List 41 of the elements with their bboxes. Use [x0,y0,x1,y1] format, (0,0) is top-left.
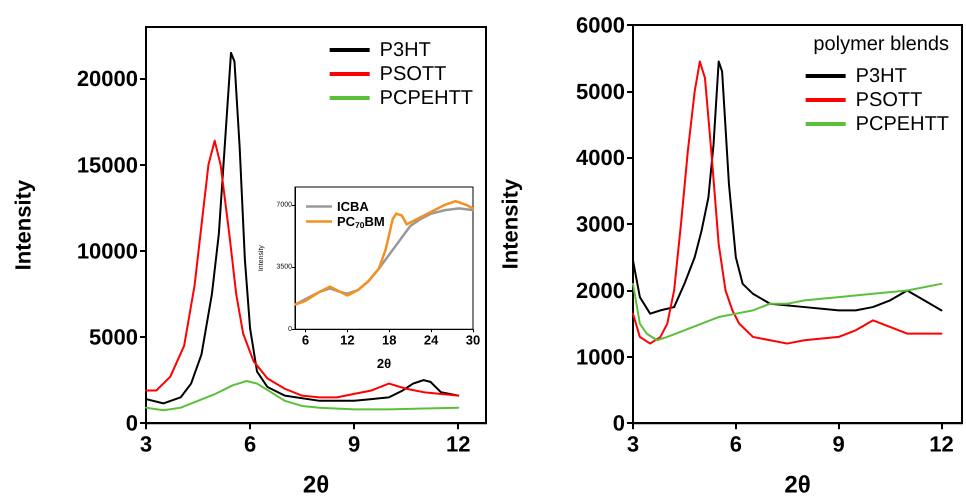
x-tick-label: 30 [466,332,480,348]
x-tick-label: 3 [626,432,640,457]
y-tick-label: 6000 [576,12,625,38]
x-axis-title: 2θ [784,472,811,498]
legend-label: P3HT [856,65,907,87]
y-tick-label: 15000 [76,152,138,178]
x-tick-label: 12 [340,332,355,348]
x-axis-title: 2θ [376,356,392,371]
y-tick-label: 5000 [89,324,138,350]
legend-label: ICBA [337,199,370,214]
legend-label: PSOTT [380,63,446,85]
x-tick-label: 12 [446,432,470,457]
legend-title: polymer blends [813,33,949,55]
x-tick-label: 6 [730,432,742,457]
x-tick-label: 6 [244,432,256,457]
y-tick-label: 5000 [576,78,625,104]
x-tick-label: 18 [382,332,396,348]
x-tick-label: 6 [302,332,310,348]
x-tick-label: 12 [929,432,954,457]
x-tick-label: 24 [424,332,440,348]
y-tick-label: 2000 [576,278,625,303]
y-axis-title: Intensity [498,178,522,270]
x-tick-label: 9 [348,432,360,457]
y-tick-label: 10000 [76,238,138,264]
line-series [145,140,460,398]
legend-label: PSOTT [856,89,922,111]
legend-label: PCPEHTT [380,87,474,109]
x-tick-label: 9 [832,432,845,457]
y-tick-label: 0 [126,410,138,436]
y-tick-label: 0 [612,410,625,436]
x-tick-label: 3 [140,432,152,457]
y-tick-label: 20000 [76,66,138,92]
y-tick-label: 4000 [576,145,625,170]
line-series [145,380,460,412]
x-axis-title: 2θ [302,472,330,498]
y-axis-title: Intensity [10,179,36,270]
y-tick-label: 1000 [576,344,625,370]
y-tick-label: 3000 [576,212,625,237]
legend-label: P3HT [380,39,431,61]
legend-label: PCPEHTT [856,113,950,135]
line-series [632,282,942,342]
